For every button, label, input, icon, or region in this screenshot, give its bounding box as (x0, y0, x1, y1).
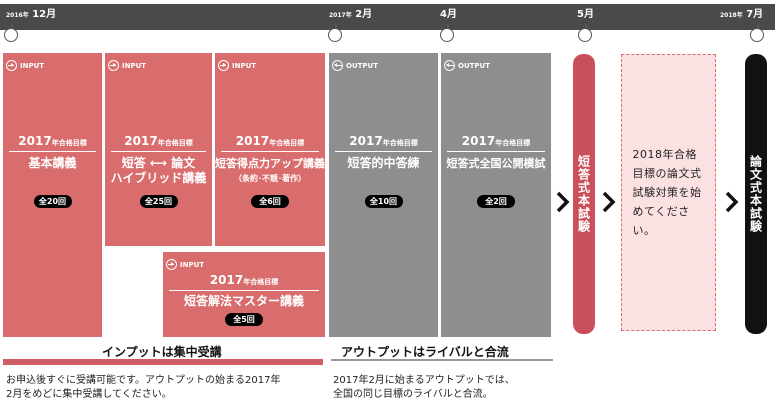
input-section-desc: お申込後すぐに受講可能です。アウトプットの始まる2017年 2月をめどに集中受講… (6, 375, 281, 400)
next-year-note: 2018年合格目標の論文式試験対策を始めてください。 (621, 54, 716, 331)
divider (169, 290, 319, 291)
input-section-title: インプットは集中受講 (102, 345, 222, 359)
arrow-in-icon (108, 60, 119, 71)
essay-exam-pill: 論文式本試験 (745, 54, 767, 334)
target-label: 2017年合格目標 (235, 134, 305, 148)
input-tag: INPUT (108, 60, 146, 71)
input-tag: INPUT (166, 259, 204, 270)
input-section-bar (3, 359, 323, 365)
arrow-in-icon (218, 60, 229, 71)
output-section-bar (331, 359, 553, 361)
input-tag: INPUT (6, 60, 44, 71)
input-tag: INPUT (218, 60, 256, 71)
short-answer-exam-pill: 短答式本試験 (573, 54, 595, 334)
divider (9, 151, 96, 152)
target-label: 2017年合格目標 (209, 273, 279, 287)
course-name: 短答式全国公開模試 (446, 157, 546, 170)
arrow-out-icon (444, 60, 455, 71)
divider (221, 151, 319, 152)
output-tag: OUTPUT (332, 60, 378, 71)
course-name: 基本講義 (28, 156, 77, 170)
course-box-score-up: INPUT 2017年合格目標 短答得点力アップ講義 （条約･不競･著作） 全6… (215, 53, 325, 246)
course-box-mock-drill: OUTPUT 2017年合格目標 短答的中答練 全10回 (329, 53, 438, 337)
chevron-right-icon (602, 191, 616, 213)
output-section-title: アウトプットはライバルと合流 (341, 345, 509, 359)
timeline-label-may: 5月 (577, 9, 594, 20)
course-box-national-mock: OUTPUT 2017年合格目標 短答式全国公開模試 全2回 (441, 53, 551, 337)
session-count-badge: 全10回 (364, 195, 403, 208)
session-count-badge: 全2回 (477, 195, 515, 208)
timeline-marker-end (750, 24, 764, 42)
arrow-out-icon (332, 60, 343, 71)
session-count-badge: 全5回 (225, 313, 263, 326)
timeline-label-start: 2016年 12月 (6, 9, 57, 20)
course-box-basic: INPUT 2017年合格目標 基本講義 全20回 (3, 53, 102, 337)
arrow-in-icon (6, 60, 17, 71)
output-tag: OUTPUT (444, 60, 490, 71)
timeline-marker-may (578, 24, 592, 42)
course-name: 短答得点力アップ講義 (215, 157, 325, 170)
course-name: 短答的中答練 (347, 156, 420, 170)
timeline-marker-feb (328, 24, 342, 42)
timeline-marker-start (4, 24, 18, 42)
timeline-label-end: 2018年 7月 (720, 9, 764, 20)
timeline-label-feb: 2017年 2月 (329, 9, 373, 20)
course-name: 短答解法マスター講義 (183, 294, 304, 308)
timeline-marker-apr (440, 24, 454, 42)
target-label: 2017年合格目標 (349, 134, 418, 148)
session-count-badge: 全25回 (139, 195, 178, 208)
target-label: 2017年合格目標 (124, 134, 193, 148)
course-box-hybrid: INPUT 2017年合格目標 短答 ⟷ 論文 ハイブリッド講義 全25回 (105, 53, 212, 246)
session-count-badge: 全6回 (251, 195, 289, 208)
course-name: 短答 ⟷ 論文 (121, 156, 196, 170)
chevron-right-icon (556, 191, 570, 213)
double-arrow-icon: ⟷ (149, 156, 168, 170)
chevron-right-icon (725, 191, 739, 213)
note-text: 2018年合格目標の論文式試験対策を始めてください。 (632, 148, 702, 237)
divider (111, 151, 206, 152)
timeline-bar (0, 4, 775, 30)
course-box-method-master: INPUT 2017年合格目標 短答解法マスター講義 全5回 (163, 252, 325, 337)
course-subtitle: （条約･不競･著作） (234, 174, 306, 183)
divider (447, 151, 545, 152)
target-label: 2017年合格目標 (18, 134, 87, 148)
timeline-label-apr: 4月 (440, 9, 457, 20)
divider (335, 151, 432, 152)
output-section-desc: 2017年2月に始まるアウトプットでは、 全国の同じ目標のライバルと合流。 (333, 375, 515, 400)
target-label: 2017年合格目標 (461, 134, 531, 148)
course-name-line2: ハイブリッド講義 (110, 171, 207, 185)
session-count-badge: 全20回 (33, 195, 72, 208)
arrow-in-icon (166, 259, 177, 270)
